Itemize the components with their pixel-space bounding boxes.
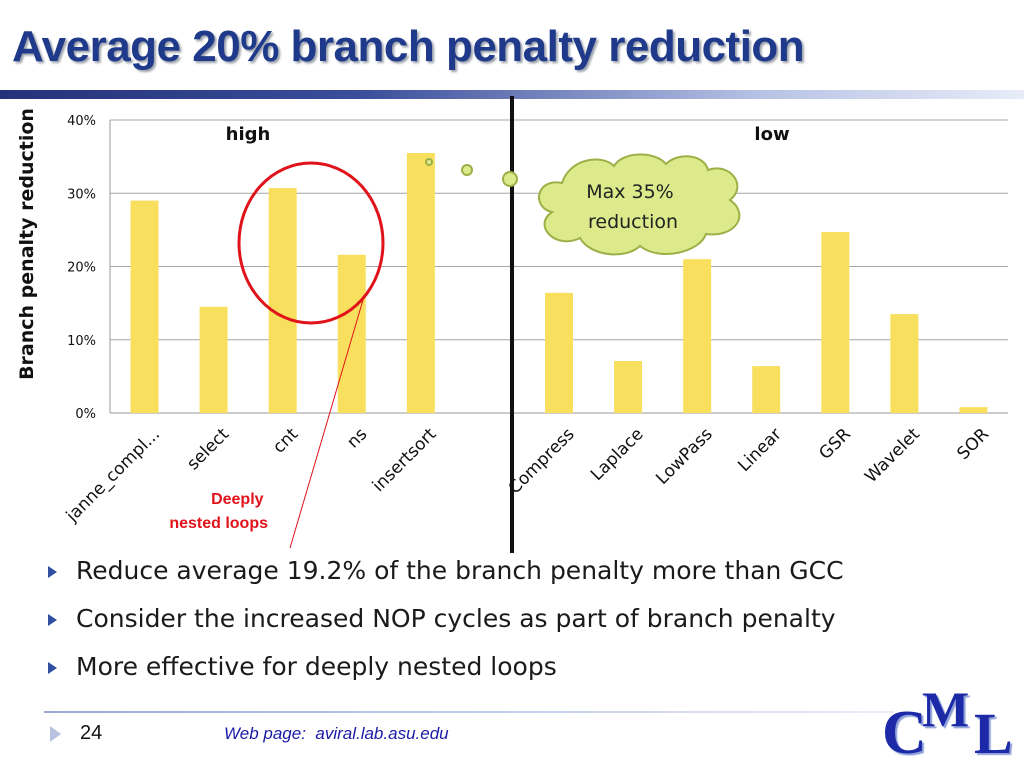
bullet-arrow-icon [48,614,57,626]
x-tick-label: GSR [815,424,855,464]
logo-letter-m: M [922,681,970,737]
x-tick-label: SOR [953,424,993,464]
bar [268,188,297,413]
bullet-text: Consider the increased NOP cycles as par… [76,604,836,633]
bar [337,254,366,413]
bullet-list: Reduce average 19.2% of the branch penal… [48,556,844,700]
annotation-text: Deeply nested loops [169,491,268,532]
x-tick-label: Laplace [587,424,648,485]
bar [199,306,228,413]
y-tick-label: 40% [67,114,96,129]
annotation-pointer [289,299,364,549]
web-page-link[interactable]: Web page: aviral.lab.asu.edu [224,724,449,743]
y-tick-label: 10% [67,334,96,349]
bullet-item: More effective for deeply nested loops [48,652,844,700]
logo-letter-l: L [974,701,1013,766]
footer-divider [44,711,894,713]
x-tick-label: LowPass [652,424,717,489]
x-tick-label: Linear [734,424,786,476]
bar [959,407,988,413]
bars [130,152,988,413]
footer-arrow-icon [50,726,61,742]
bar [821,232,850,413]
callout-cloud: Max 35% reduction [425,153,741,256]
bar [890,314,919,413]
y-tick-label: 0% [75,407,96,422]
highlight-circle [237,161,385,325]
bar [614,360,643,413]
bullet-arrow-icon [48,566,57,578]
callout-text: Max 35% reduction [586,181,680,233]
logo-letter-c: C [882,699,927,767]
group-label-high: high [226,124,271,145]
page-number: 24 [80,722,103,744]
x-tick-label: Compress [505,424,579,498]
bullet-item: Reduce average 19.2% of the branch penal… [48,556,844,604]
y-tick-label: 20% [67,261,96,276]
bullet-arrow-icon [48,662,57,674]
group-label-low: low [754,124,789,145]
y-axis-label: Branch penalty reduction [16,108,38,380]
bullet-text: Reduce average 19.2% of the branch penal… [76,556,844,585]
cml-logo: C M L [878,678,1024,768]
bullet-text: More effective for deeply nested loops [76,652,557,681]
title-underline [0,90,1024,99]
bar [130,200,159,413]
y-tick-label: 30% [67,187,96,202]
bar [752,366,781,413]
x-tick-label: insertsort [369,424,441,496]
bar [683,259,712,413]
slide-title: Average 20% branch penalty reduction [12,22,805,71]
bar-chart: 0% 10% 20% 30% 40% janne_compl... select cnt ns… [16,96,1008,553]
bar [406,152,435,413]
x-tick-label: ns [343,424,371,452]
bar [545,292,573,413]
y-tick-labels: 0% 10% 20% 30% 40% [67,114,96,422]
x-tick-label: Wavelet [861,424,924,487]
x-tick-label: select [183,424,233,474]
x-tick-label: cnt [269,424,302,457]
x-tick-label: janne_compl... [62,424,164,526]
bullet-item: Consider the increased NOP cycles as par… [48,604,844,652]
